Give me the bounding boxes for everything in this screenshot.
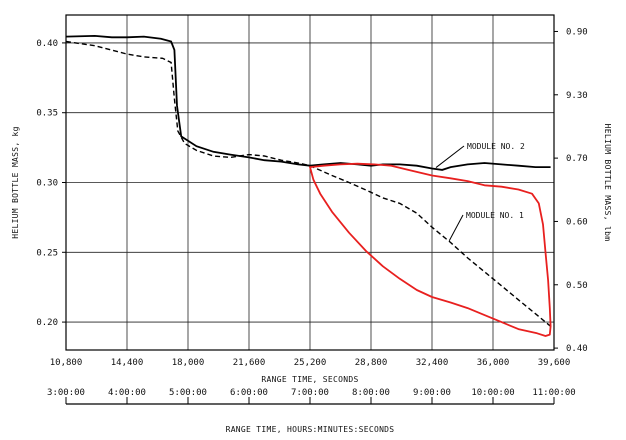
y-tick-label-left: 0.20 [36, 318, 58, 328]
y-tick-label-right: 0.60 [566, 217, 588, 227]
y-tick-label-right: 0.90 [566, 27, 588, 37]
y-tick-label-left: 0.35 [36, 109, 58, 119]
x-tick-label: 39,600 [538, 358, 571, 368]
annotation-module-2: MODULE NO. 2 [467, 142, 525, 151]
x-tick-label: 18,000 [172, 358, 205, 368]
y-tick-label-right: 0.50 [566, 281, 588, 291]
x-tick-labels: 10,800 14,400 18,000 21,600 25,200 28,800 32,4… [50, 358, 571, 368]
annotation-module-1: MODULE NO. 1 [466, 211, 524, 220]
y-tick-labels-left: 0.20 0.25 0.30 0.35 0.40 [36, 39, 58, 328]
secondary-x-axis-label: RANGE TIME, HOURS:MINUTES:SECONDS [226, 425, 395, 434]
y-tick-labels-right: 0.40 0.50 0.60 0.70 9.30 0.90 [566, 27, 588, 354]
secondary-x-tick-label: 4:00:00 [108, 388, 146, 398]
x-tick-label: 25,200 [294, 358, 327, 368]
y-tick-label-left: 0.25 [36, 248, 58, 258]
x-axis-label: RANGE TIME, SECONDS [261, 375, 358, 384]
secondary-x-tick-label: 11:00:00 [532, 388, 575, 398]
x-tick-label: 14,400 [111, 358, 144, 368]
secondary-x-tick-label: 9:00:00 [413, 388, 451, 398]
y-axis-label-left: HELIUM BOTTLE MASS, kg [11, 126, 20, 239]
secondary-x-tick-label: 8:00:00 [352, 388, 390, 398]
x-tick-label: 10,800 [50, 358, 83, 368]
annotation-leader-module-1 [448, 214, 464, 241]
secondary-x-tick-label: 7:00:00 [291, 388, 329, 398]
series-line-module-2 [65, 34, 551, 171]
y-tick-label-right: 0.70 [566, 154, 588, 164]
red-highlight-outline [309, 162, 552, 337]
tick-marks [62, 30, 558, 349]
x-tick-label: 21,600 [233, 358, 266, 368]
y-tick-label-left: 0.30 [36, 179, 58, 189]
x-tick-label: 28,800 [355, 358, 388, 368]
secondary-x-tick-label: 5:00:00 [169, 388, 207, 398]
series-line-module-1 [65, 40, 552, 327]
secondary-x-axis-ticks [65, 397, 555, 404]
x-tick-label: 32,400 [416, 358, 449, 368]
secondary-x-tick-labels: 3:00:00 4:00:00 5:00:00 6:00:00 7:00:00 8:00:… [47, 388, 576, 398]
y-tick-label-right: 0.40 [566, 344, 588, 354]
secondary-x-tick-label: 6:00:00 [230, 388, 268, 398]
y-tick-label-right: 9.30 [566, 91, 588, 101]
grid [65, 15, 555, 350]
y-axis-label-right: HELIUM BOTTLE MASS, lbm [603, 124, 612, 242]
secondary-x-tick-label: 10:00:00 [471, 388, 514, 398]
y-tick-label-left: 0.40 [36, 39, 58, 49]
x-tick-label: 36,000 [477, 358, 510, 368]
annotation-leader-module-2 [435, 145, 465, 168]
secondary-x-tick-label: 3:00:00 [47, 388, 85, 398]
